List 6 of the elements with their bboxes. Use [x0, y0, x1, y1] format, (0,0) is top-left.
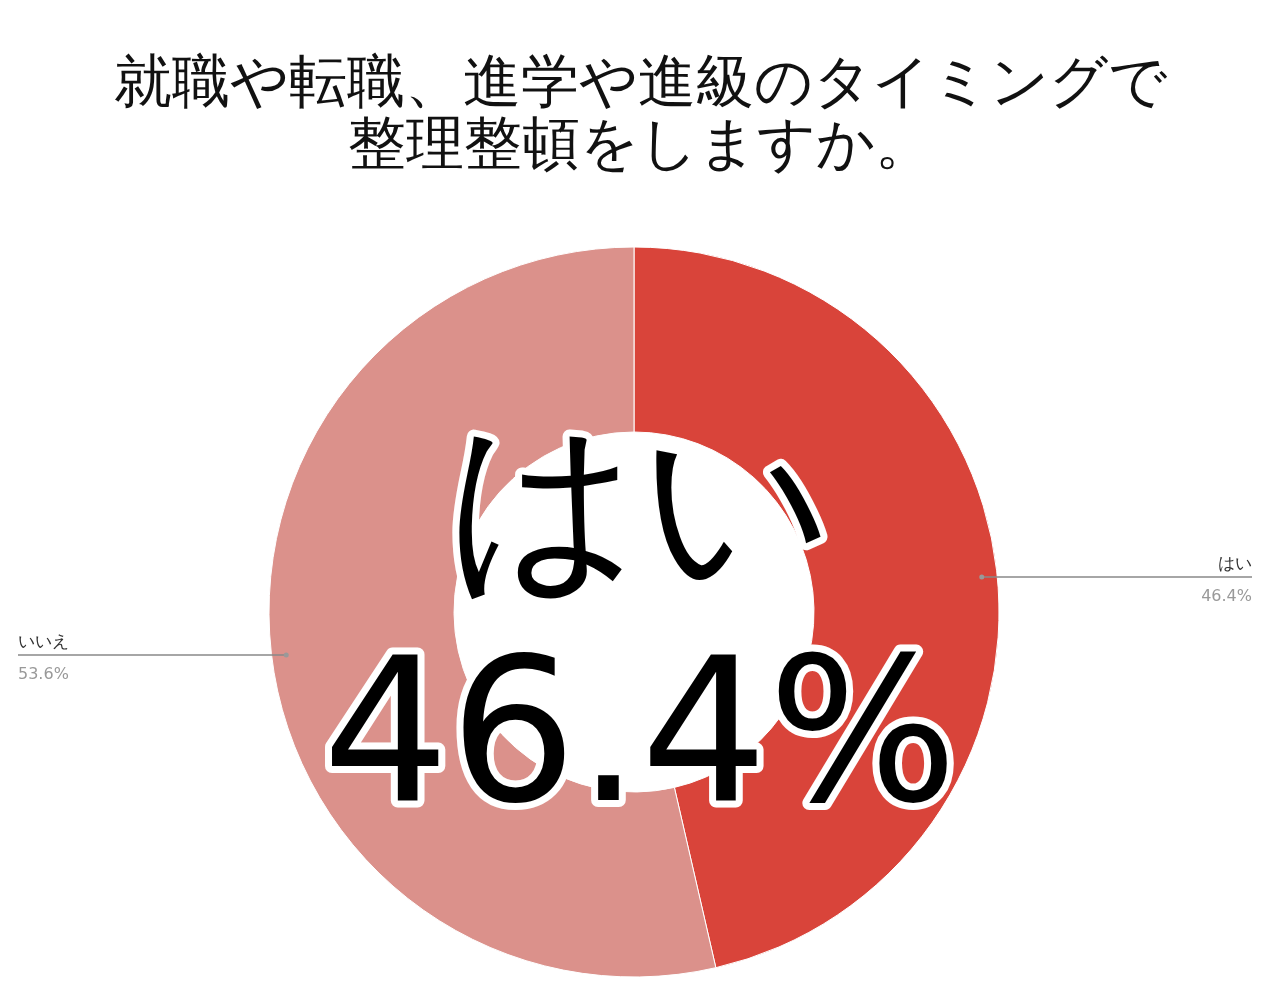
data-label: 46.4% [1201, 586, 1252, 605]
data-label: 53.6% [18, 664, 69, 683]
chart-title: 就職や転職、進学や進級のタイミングで整理整頓をしますか。 [112, 47, 1168, 177]
slice-label: はい [1218, 553, 1252, 573]
slice-label: いいえ [18, 631, 69, 651]
text: 46.4% [322, 614, 958, 847]
